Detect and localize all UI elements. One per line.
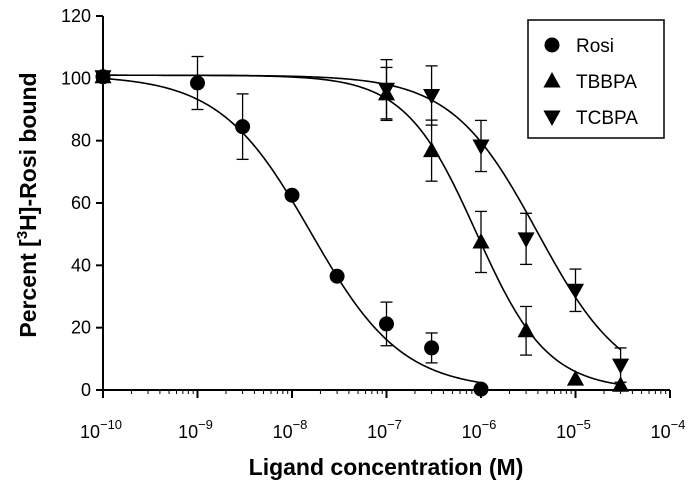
y-tick-label: 80 [71,131,91,151]
data-point-tbbpa [566,370,585,386]
x-axis-title: Ligand concentration (M) [249,454,524,480]
legend-marker-rosi [544,37,560,53]
y-tick-label: 60 [71,193,91,213]
data-point-rosi [190,75,205,91]
data-point-rosi [379,316,394,332]
fit-curve-rosi [102,77,482,384]
data-points [94,55,630,397]
data-point-tcbpa [472,139,490,155]
legend-label: TCBPA [576,108,638,129]
x-tick-label: 10−7 [367,417,402,442]
x-tick-label: 10−9 [178,417,213,442]
data-point-tcbpa [423,88,441,105]
legend-label: TBBPA [576,72,637,93]
data-point-tbbpa [517,321,535,338]
legend-marker-tbbpa [543,72,561,88]
x-tick-label: 10−10 [80,417,122,442]
data-point-rosi [235,119,251,135]
data-point-tcbpa [377,82,396,99]
legend-label: Rosi [576,36,614,57]
fit-curve-tcbpa [103,74,622,351]
legend-marker-tcbpa [543,110,561,126]
axes: 0 20 40 60 80 100 120 10−10 10−9 10−8 10−7 10−6 10−5… [61,6,685,442]
data-point-tbbpa [472,232,490,249]
x-tick-label: 10−5 [556,417,591,442]
data-point-tcbpa [566,283,585,300]
y-tick-label: 40 [71,255,91,275]
y-tick-label: 100 [61,68,91,88]
data-point-rosi [424,340,440,356]
data-point-tcbpa [94,70,112,86]
data-point-tbbpa [423,141,441,158]
y-tick-label: 20 [71,318,91,338]
data-point-tbbpa [612,376,630,392]
y-tick-label: 120 [61,6,91,26]
x-tick-label: 10−8 [273,417,308,442]
legend: Rosi TBBPA TCBPA [527,19,665,139]
axis-labels: Ligand concentration (M) Percent [3H]-Ros… [14,72,523,480]
data-point-tcbpa [612,358,630,375]
data-point-rosi [473,381,489,397]
data-point-rosi [329,268,345,284]
y-axis-title: Percent [3H]-Rosi bound [14,72,41,337]
x-tick-label: 10−6 [462,417,497,442]
data-point-tcbpa [517,232,535,248]
x-tick-label: 10−4 [651,417,686,442]
data-point-rosi [284,187,300,203]
y-tick-label: 0 [81,380,91,400]
